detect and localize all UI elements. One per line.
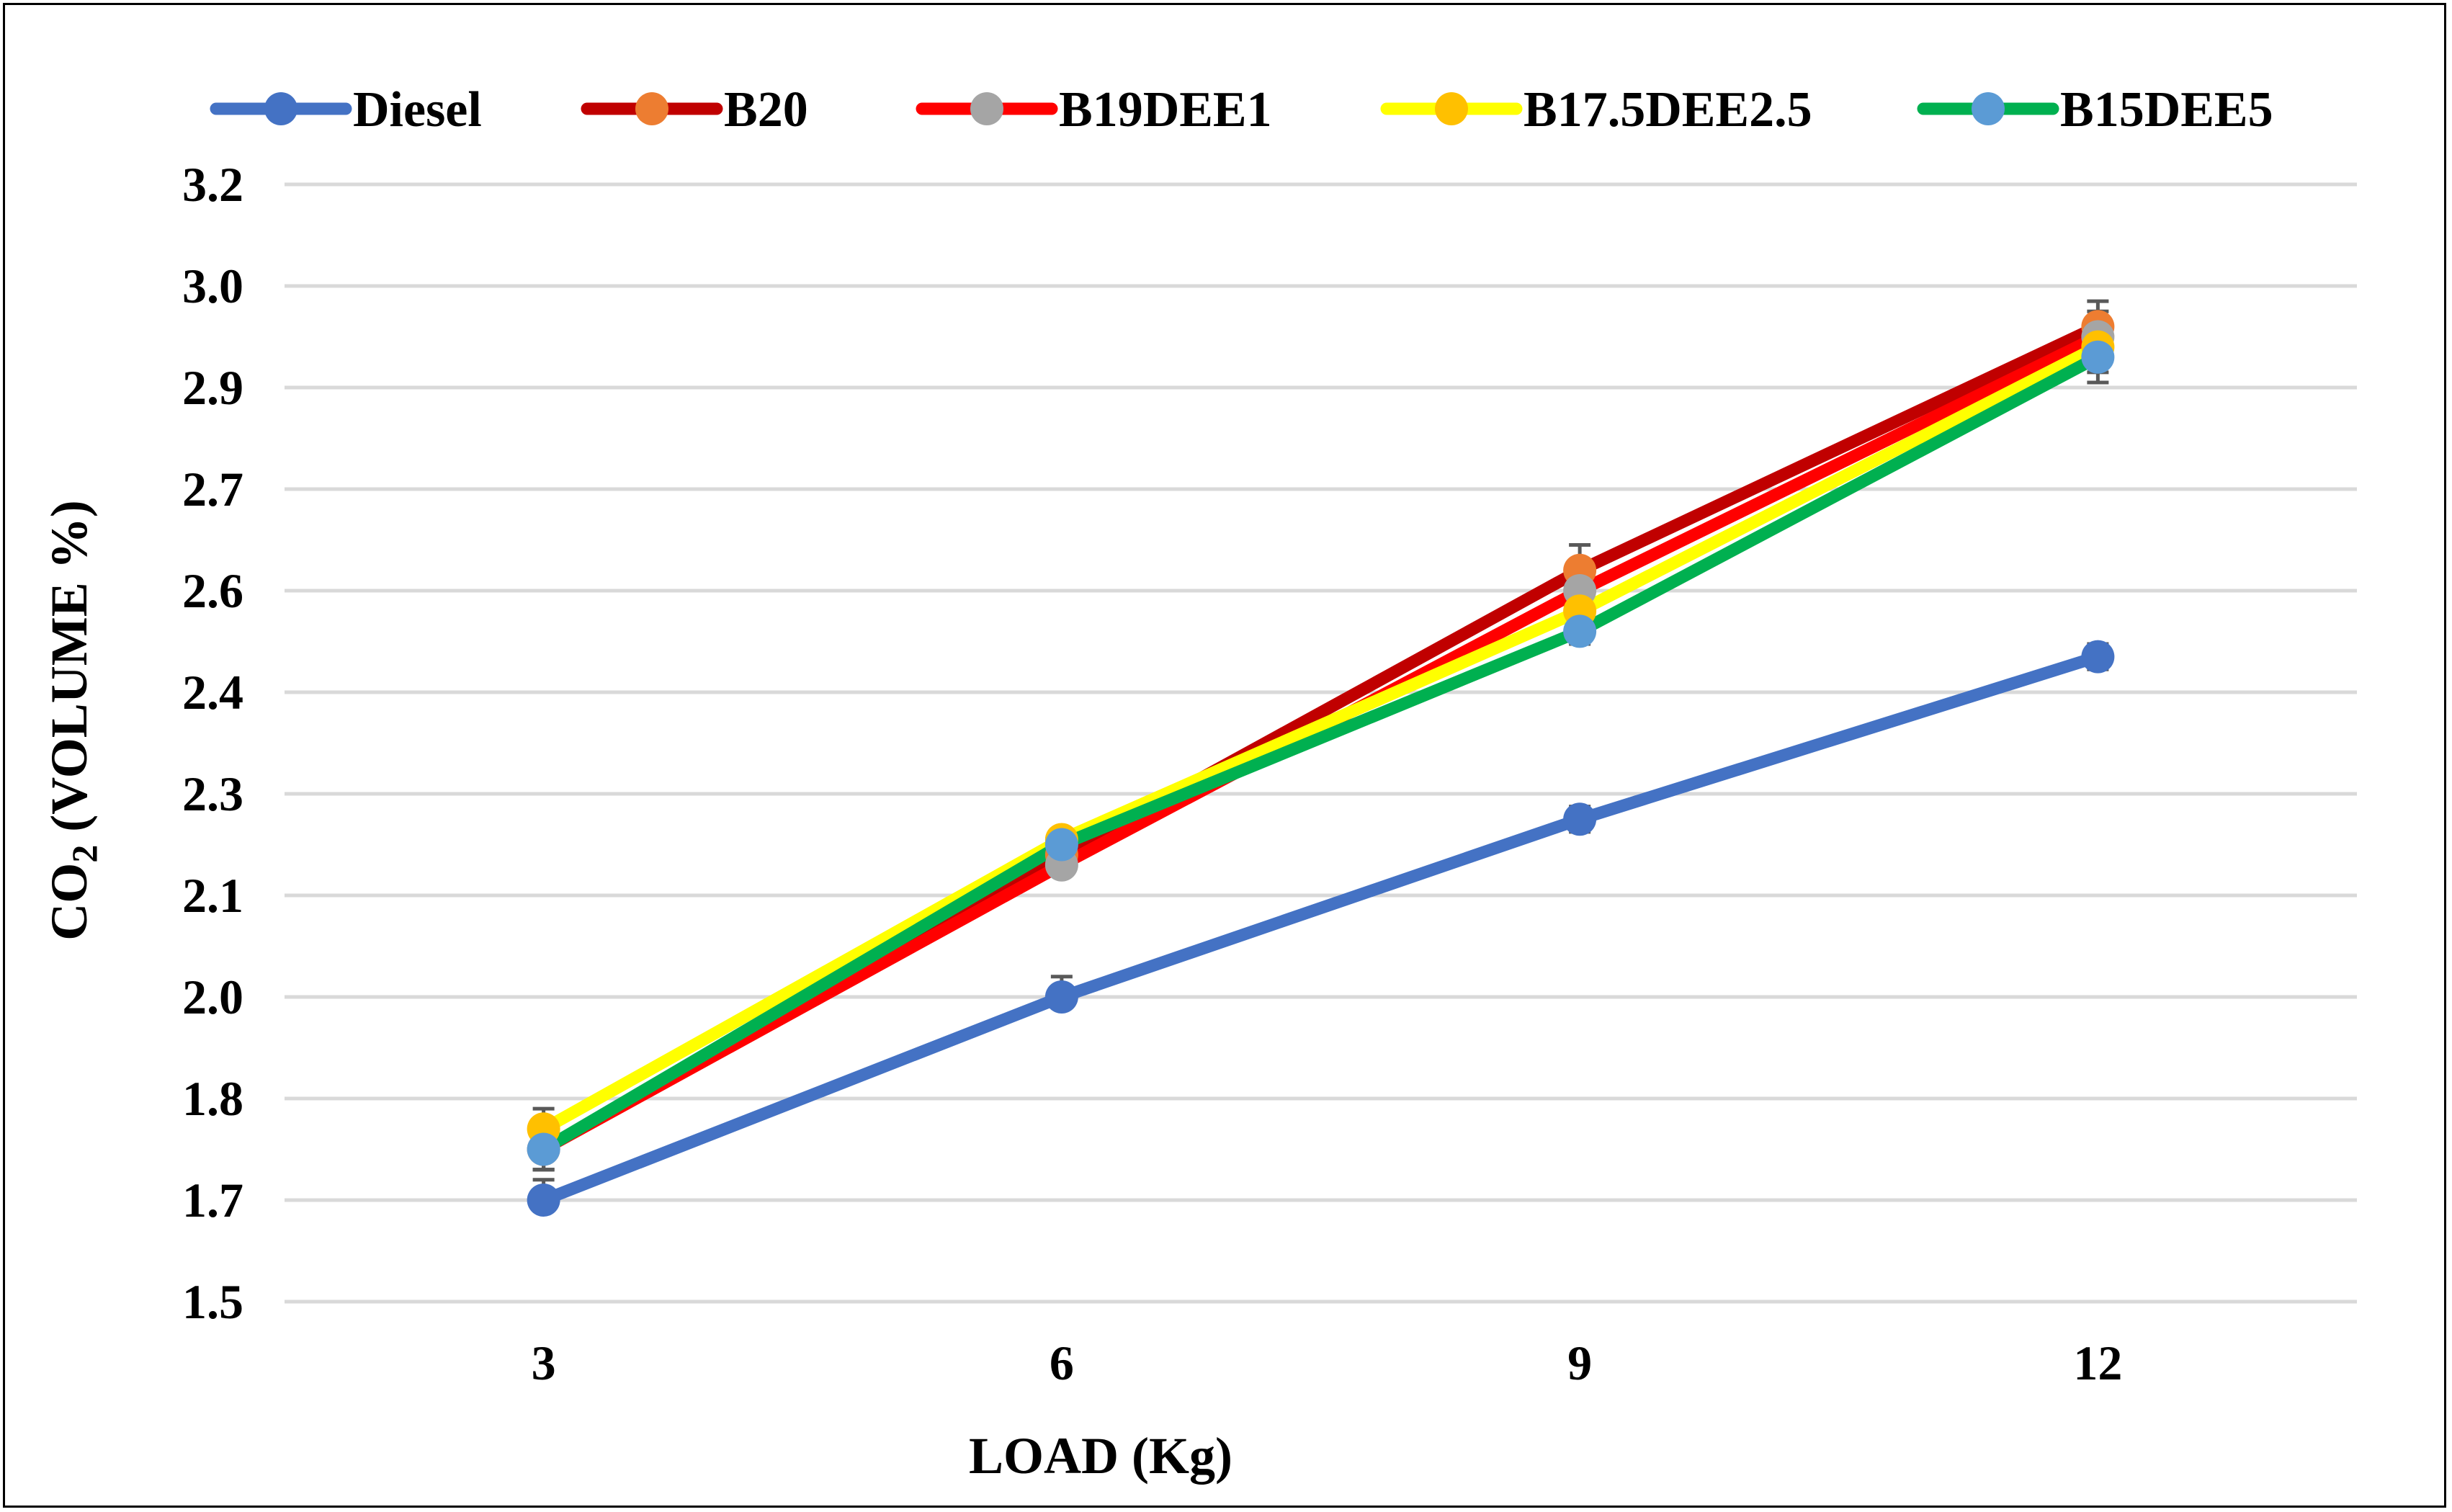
data-point [1563,614,1597,648]
legend-marker [1972,92,2005,125]
data-point [2081,340,2115,374]
legend-marker [970,92,1003,125]
y-tick-label: 3.0 [182,259,243,313]
y-tick-label: 1.5 [182,1274,243,1329]
y-tick-label: 1.8 [182,1071,243,1126]
series-line [537,341,2104,1135]
series-line [537,650,2104,1207]
x-axis-title: LOAD (Kg) [969,1427,1232,1485]
data-point [2081,640,2115,674]
data-point [1044,980,1078,1014]
data-point [527,1184,560,1217]
data-point [1044,828,1078,862]
legend-marker [264,92,297,125]
legend-label: B19DEE1 [1059,82,1272,138]
series-lines [537,320,2104,1207]
y-axis-ticks: 1.5 1.7 1.8 2.0 2.1 2.3 2.4 2.6 2.7 2.9 3.0 3.2 [182,157,243,1329]
y-tick-label: 2.7 [182,462,243,516]
y-axis-title-subscript: 2 [64,845,104,863]
data-point [527,1132,560,1166]
y-tick-label: 2.9 [182,360,243,415]
y-tick-label: 2.0 [182,970,243,1024]
data-point [1563,802,1597,836]
x-tick-label: 12 [2073,1336,2122,1390]
x-tick-label: 9 [1567,1336,1592,1390]
series-markers [527,310,2115,1217]
chart-frame [3,3,2446,1508]
y-axis-title-main: CO [40,863,98,941]
y-tick-label: 2.4 [182,665,243,720]
legend-label: Diesel [353,82,482,138]
x-axis-ticks: 3 6 9 12 [532,1336,2123,1390]
y-tick-label: 1.7 [182,1173,243,1227]
legend-label: B17.5DEE2.5 [1523,82,1812,138]
gridlines [285,182,2357,1304]
series-line [537,351,2104,1155]
legend: Diesel B20 B19DEE1 B17.5DEE2.5 B15DEE5 [210,82,2273,138]
legend-label: B15DEE5 [2060,82,2273,138]
legend-marker [1435,92,1468,125]
legend-marker [635,92,668,125]
x-tick-label: 3 [532,1336,556,1390]
legend-label: B20 [724,82,808,138]
y-tick-label: 3.2 [182,157,243,212]
y-axis-title-rest: (VOLUME %) [40,500,98,845]
y-tick-label: 2.3 [182,766,243,821]
y-tick-label: 2.6 [182,563,243,618]
y-axis-title: CO2 (VOLUME %) [40,500,104,941]
y-tick-label: 2.1 [182,868,243,923]
x-tick-label: 6 [1050,1336,1074,1390]
